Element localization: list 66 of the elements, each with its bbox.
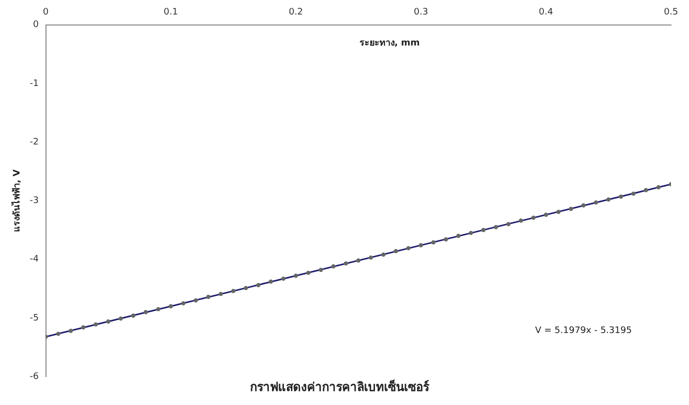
y-tick-label: -3 [30,196,39,206]
point [306,270,310,275]
point [468,230,474,236]
point [194,298,198,302]
y-tick-label: -2 [30,137,39,148]
point [406,246,411,250]
point [268,280,273,284]
point [418,243,424,248]
point [256,283,260,288]
point [481,228,486,232]
point [556,210,561,214]
point [494,224,498,230]
point [381,252,386,257]
x-axis-title: ระยะทาง, mm [359,38,420,49]
point [344,261,348,266]
point [231,288,236,294]
point [506,222,511,226]
point [244,286,248,290]
point [518,218,524,223]
point [444,237,448,242]
point [656,185,661,190]
point [431,240,436,244]
point [644,188,648,192]
text: กราฟแสดงค่าการคาลิเบทเซ็นเซอร์ [250,378,430,394]
point [618,194,624,199]
point [94,322,98,327]
y-axis-title: แรงดันไฟฟ้า, V [10,169,23,232]
y-tick-label: -6 [30,372,40,382]
point [331,264,336,268]
y-tick-label: -4 [30,254,40,265]
point [356,258,360,263]
x-tick-label: 0.5 [664,8,678,18]
point [156,307,160,312]
point [294,274,298,278]
point [181,301,186,306]
point [106,319,110,324]
y-tick-label: -1 [30,78,39,89]
point [81,325,86,330]
point [568,206,574,212]
point [581,203,586,208]
point [394,249,398,254]
point [606,197,611,202]
y-tick-label: 0 [33,20,40,30]
point [118,316,123,321]
x-tick-label: 0.1 [164,8,178,18]
point [56,332,60,336]
point [68,328,73,333]
point [144,310,148,314]
x-tick-label: 0 [42,8,49,18]
point [318,268,323,272]
y-tick-label: -5 [30,313,39,324]
annotation: V = 5.1979x - 5.3195 [535,326,632,336]
point [218,292,223,296]
x-tick-label: 0.3 [414,8,428,18]
point [206,294,210,299]
point [131,314,136,318]
point [594,200,598,205]
x-tick-label: 0.4 [538,8,554,18]
point [456,234,461,238]
x-tick-label: 0.2 [288,8,304,18]
point [531,216,536,220]
point [631,192,636,196]
point [544,212,548,217]
point [281,276,286,281]
point [368,255,373,260]
point [168,304,173,308]
